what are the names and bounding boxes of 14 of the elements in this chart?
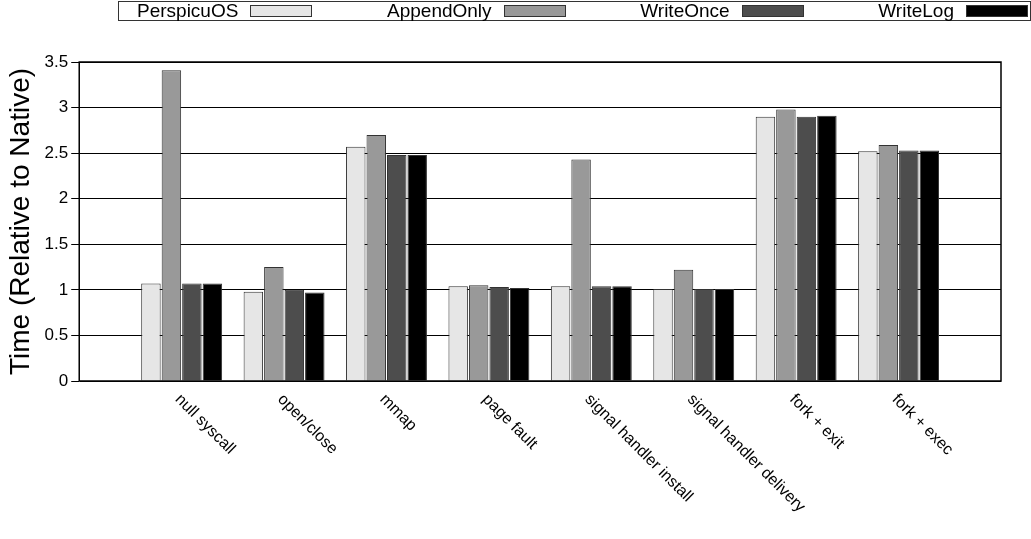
y-tick-label: 3.5 — [44, 51, 69, 71]
y-tick-label: 0 — [58, 370, 69, 390]
y-tick-label: 0.5 — [44, 325, 69, 345]
y-tick-label: 2 — [58, 188, 69, 208]
y-tick-label: 3 — [58, 97, 69, 117]
legend-label: AppendOnly — [387, 0, 492, 22]
legend-label: WriteLog — [878, 0, 954, 22]
y-tick-label: 1.5 — [44, 233, 69, 253]
legend-label: WriteOnce — [640, 0, 730, 22]
x-tick-label: fork + exit — [786, 390, 849, 452]
y-axis-title: Time (Relative to Native) — [3, 67, 35, 376]
legend-label: PerspicuOS — [137, 0, 239, 22]
y-tick-label: 2.5 — [44, 142, 69, 162]
y-tick-label: 1 — [58, 279, 69, 299]
